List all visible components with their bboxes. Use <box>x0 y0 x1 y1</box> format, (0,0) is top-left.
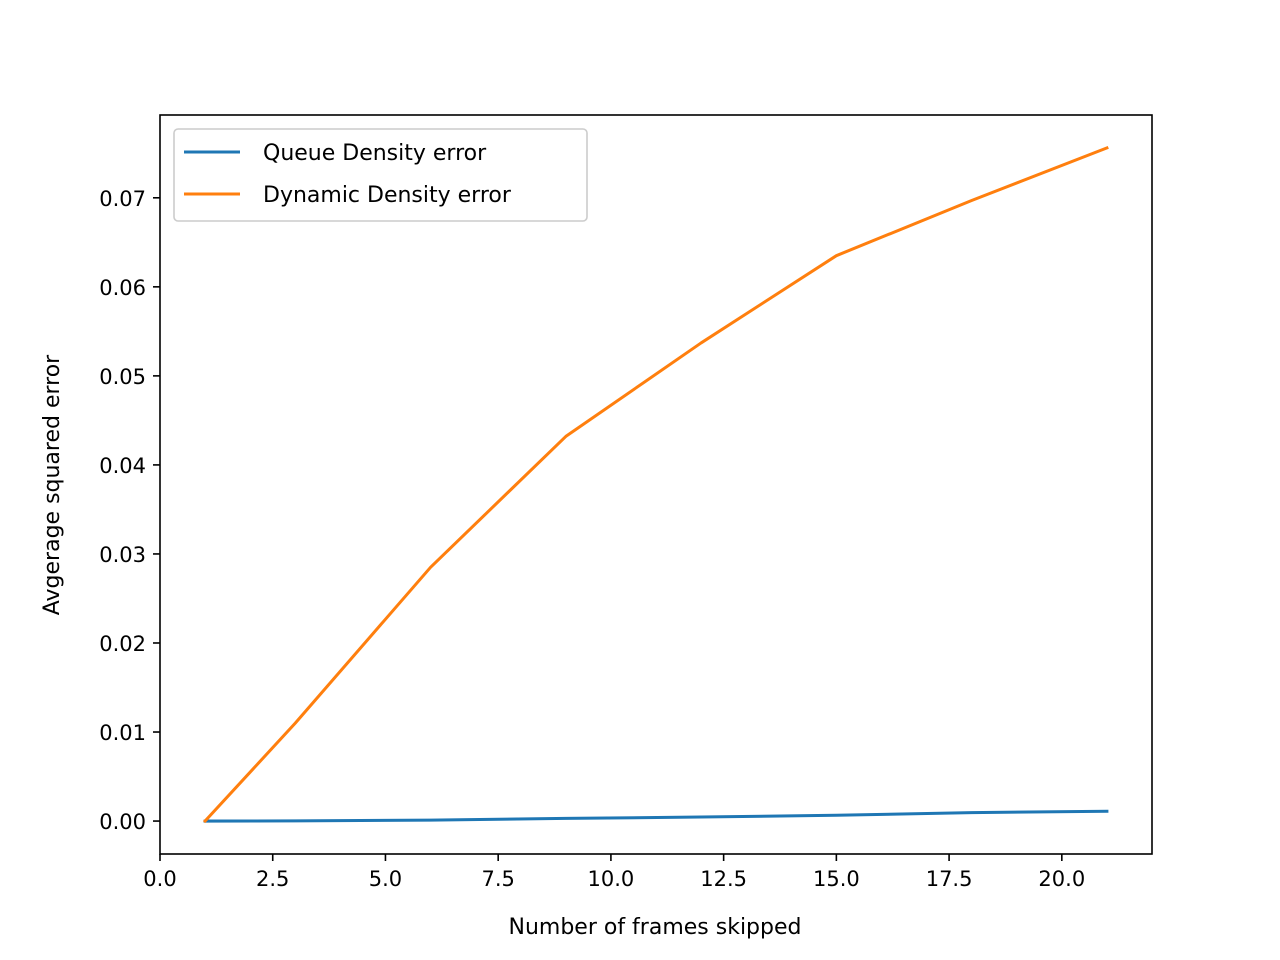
y-tick-label: 0.06 <box>99 276 146 300</box>
x-tick-label: 7.5 <box>481 867 514 891</box>
y-axis-label: Avgerage squared error <box>40 354 65 615</box>
x-tick-label: 17.5 <box>926 867 973 891</box>
y-tick-label: 0.01 <box>99 721 146 745</box>
axes: 0.0 2.5 5.0 7.5 10.0 12.5 15.0 17.5 20.0 0.00 0.01… <box>99 114 1153 891</box>
legend-box <box>173 128 588 222</box>
y-tick-label: 0.02 <box>99 632 146 656</box>
axes-frame <box>159 114 1153 855</box>
series-line-2 <box>202 145 1109 824</box>
x-tick-label: 10.0 <box>588 867 635 891</box>
y-tick-label: 0.00 <box>99 810 146 834</box>
y-tick-label: 0.07 <box>99 187 146 211</box>
x-tick-label: 12.5 <box>700 867 747 891</box>
y-tick-label: 0.04 <box>99 454 146 478</box>
series-line-1 <box>203 809 1109 823</box>
x-tick-label: 5.0 <box>369 867 402 891</box>
x-axis-label: Number of frames skipped <box>508 915 801 940</box>
plot-area <box>202 145 1109 824</box>
x-tick-label: 20.0 <box>1038 867 1085 891</box>
legend-label-1: Queue Density error <box>263 141 487 166</box>
legend: Queue Density error Dynamic Density error <box>173 128 588 222</box>
x-tick-label: 15.0 <box>813 867 860 891</box>
y-tick-label: 0.03 <box>99 543 146 567</box>
y-tick-label: 0.05 <box>99 365 146 389</box>
x-tick-label: 2.5 <box>256 867 289 891</box>
legend-label-2: Dynamic Density error <box>263 183 512 208</box>
x-tick-label: 0.0 <box>143 867 176 891</box>
